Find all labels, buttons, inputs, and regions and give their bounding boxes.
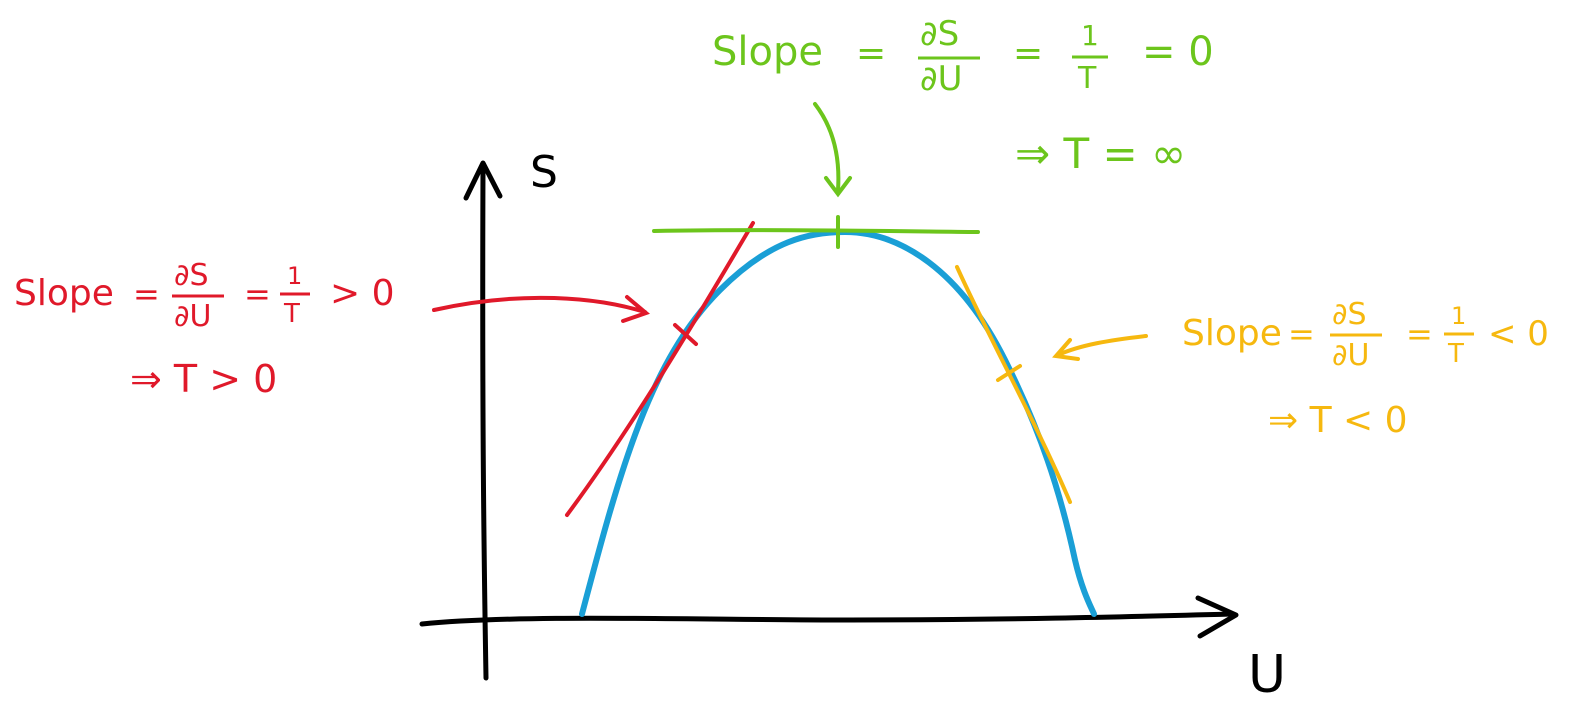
top-recip-num: 1 (1081, 19, 1099, 52)
y-axis (480, 165, 489, 681)
entropy-curve (579, 228, 1097, 617)
left-relation: > 0 (330, 273, 395, 314)
top-annotation: Slope = ∂S ∂U = 1 T = 0 ⇒ T = ∞ (712, 14, 1214, 178)
top-recip-den: T (1077, 61, 1097, 96)
top-tangent (652, 215, 980, 249)
right-pointer-arrowhead (1052, 338, 1080, 361)
left-equals-2: = (244, 275, 271, 313)
left-deriv-den: ∂U (174, 299, 211, 334)
left-annotation: Slope = ∂S ∂U = 1 T > 0 ⇒ T > 0 (14, 258, 395, 401)
top-deriv-den: ∂U (920, 59, 962, 99)
top-equals-1: = (856, 33, 886, 74)
top-slope-word: Slope (712, 29, 823, 75)
axes: S U (419, 147, 1286, 705)
top-equals-2: = (1013, 33, 1043, 74)
right-deriv-num: ∂S (1332, 297, 1367, 332)
left-slope-word: Slope (14, 273, 114, 314)
top-tangent-line (652, 228, 980, 234)
right-tangent-tick (996, 364, 1022, 382)
right-deriv-den: ∂U (1332, 338, 1369, 373)
right-implies: ⇒ T < 0 (1268, 400, 1408, 441)
left-implies: ⇒ T > 0 (130, 357, 277, 401)
right-pointer-arrow (1056, 334, 1148, 357)
right-equals-1: = (1288, 315, 1315, 353)
right-recip-num: 1 (1451, 302, 1466, 330)
left-pointer-arrowhead (621, 295, 650, 323)
left-tangent-tick (673, 323, 698, 346)
top-deriv-num: ∂S (920, 14, 959, 54)
right-equals-2: = (1406, 315, 1433, 353)
left-deriv-num: ∂S (174, 258, 209, 293)
left-tangent (565, 221, 755, 517)
top-relation: = 0 (1142, 29, 1214, 75)
x-axis (419, 611, 1235, 627)
left-tangent-line (565, 221, 755, 517)
top-pointer-arrowhead (824, 176, 852, 198)
y-axis-arrowhead (463, 160, 503, 201)
left-recip-num: 1 (287, 262, 302, 290)
top-implies: ⇒ T = ∞ (1015, 129, 1186, 178)
top-pointer-arrow (813, 102, 841, 192)
right-relation: < 0 (1488, 314, 1549, 354)
x-axis-arrowhead (1195, 595, 1239, 639)
right-slope-word: Slope (1182, 313, 1282, 354)
y-axis-label: S (530, 147, 558, 198)
right-tangent-line (955, 265, 1072, 504)
pointer-arrows (432, 102, 1148, 361)
x-axis-label: U (1248, 645, 1286, 705)
right-annotation: Slope = ∂S ∂U = 1 T < 0 ⇒ T < 0 (1182, 297, 1549, 441)
right-tangent (955, 265, 1072, 504)
left-equals-1: = (133, 275, 160, 313)
right-recip-den: T (1447, 339, 1464, 369)
left-recip-den: T (283, 299, 300, 329)
left-pointer-arrow (432, 295, 647, 314)
